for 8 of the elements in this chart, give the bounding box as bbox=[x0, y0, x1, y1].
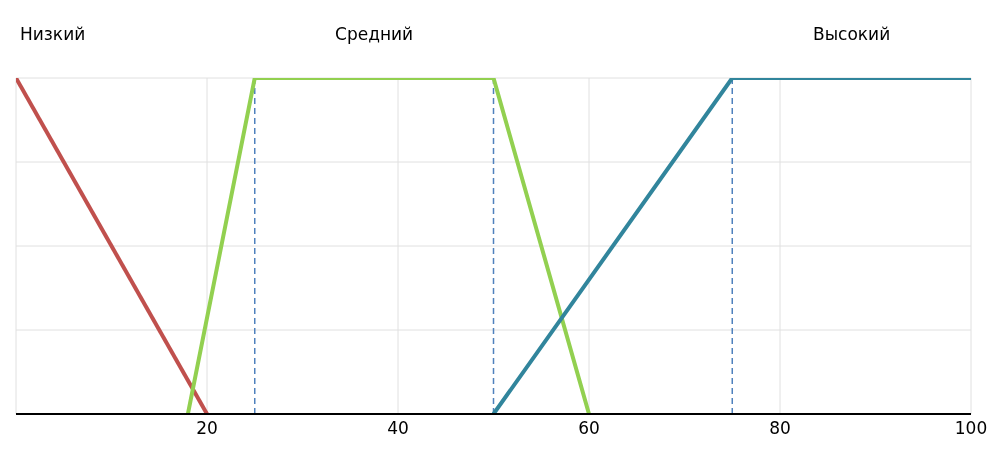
x-tick-label: 40 bbox=[387, 418, 409, 439]
series-label: Средний bbox=[335, 24, 414, 44]
x-tick-label: 20 bbox=[196, 418, 218, 439]
x-tick-label: 80 bbox=[769, 418, 791, 439]
x-tick-label: 60 bbox=[578, 418, 600, 439]
x-tick-label: 100 bbox=[954, 418, 988, 439]
series-label: Высокий bbox=[813, 24, 891, 44]
text: Низкий bbox=[20, 24, 86, 44]
